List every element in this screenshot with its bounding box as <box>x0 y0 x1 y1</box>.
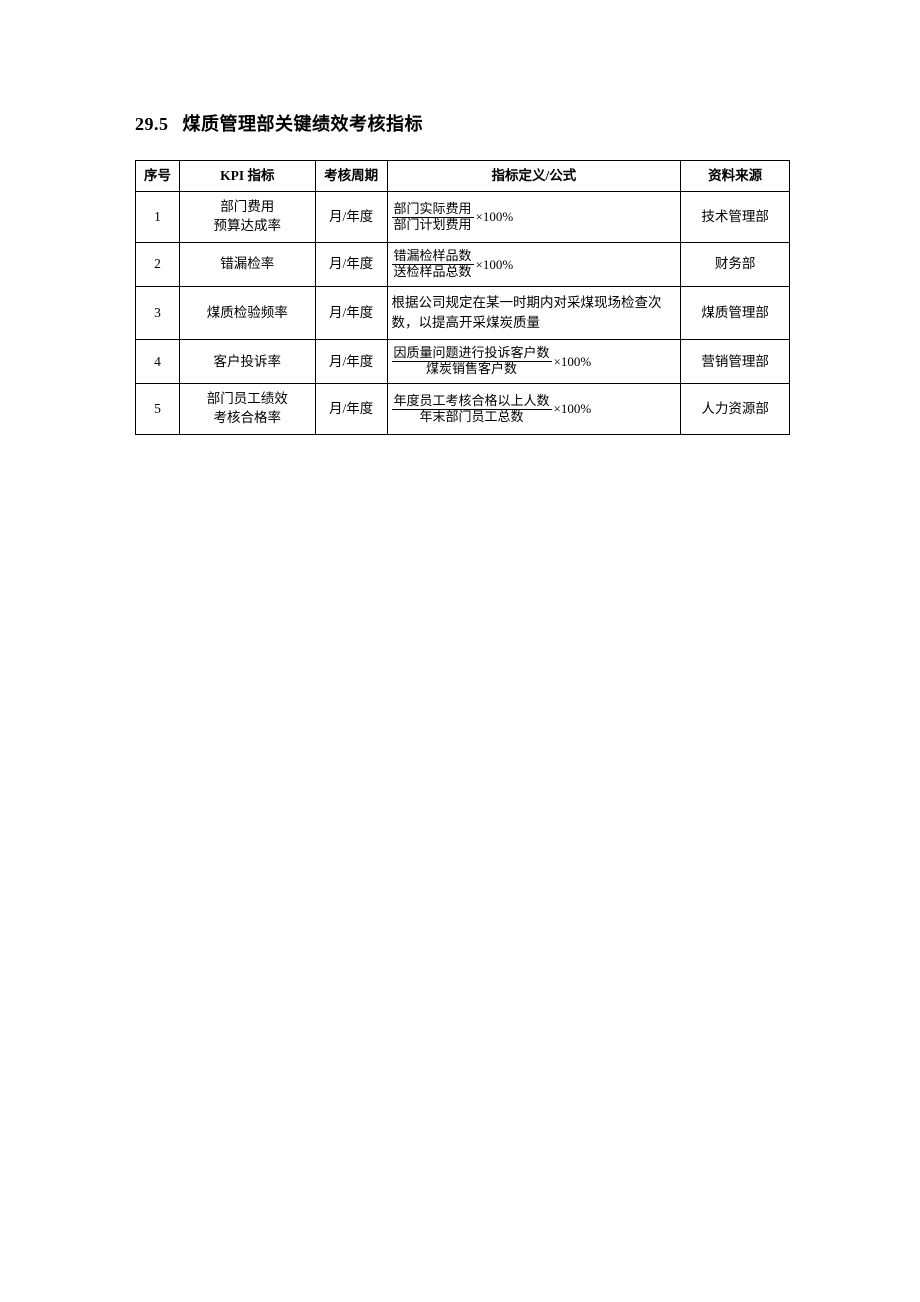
cell-source: 技术管理部 <box>681 192 790 243</box>
formula-suffix: ×100% <box>554 353 592 371</box>
header-period: 考核周期 <box>315 161 387 192</box>
fraction: 年度员工考核合格以上人数年末部门员工总数 <box>392 394 552 425</box>
cell-kpi: 煤质检验频率 <box>179 286 315 340</box>
cell-kpi: 客户投诉率 <box>179 340 315 384</box>
table-row: 5部门员工绩效考核合格率月/年度年度员工考核合格以上人数年末部门员工总数×100… <box>136 384 790 435</box>
section-number: 29.5 <box>135 114 169 134</box>
cell-kpi: 部门员工绩效考核合格率 <box>179 384 315 435</box>
table-row: 2错漏检率月/年度错漏检样品数送检样品总数×100%财务部 <box>136 243 790 287</box>
cell-seq: 2 <box>136 243 180 287</box>
cell-seq: 1 <box>136 192 180 243</box>
cell-period: 月/年度 <box>315 192 387 243</box>
cell-source: 煤质管理部 <box>681 286 790 340</box>
cell-formula: 部门实际费用部门计划费用×100% <box>387 192 681 243</box>
table-row: 4客户投诉率月/年度因质量问题进行投诉客户数煤炭销售客户数×100%营销管理部 <box>136 340 790 384</box>
fraction: 因质量问题进行投诉客户数煤炭销售客户数 <box>392 346 552 377</box>
cell-formula: 错漏检样品数送检样品总数×100% <box>387 243 681 287</box>
header-kpi: KPI 指标 <box>179 161 315 192</box>
cell-formula: 根据公司规定在某一时期内对采煤现场检查次数，以提高开采煤炭质量 <box>387 286 681 340</box>
formula-suffix: ×100% <box>476 256 514 274</box>
cell-source: 人力资源部 <box>681 384 790 435</box>
cell-formula: 因质量问题进行投诉客户数煤炭销售客户数×100% <box>387 340 681 384</box>
fraction: 部门实际费用部门计划费用 <box>392 202 474 233</box>
cell-period: 月/年度 <box>315 243 387 287</box>
cell-source: 财务部 <box>681 243 790 287</box>
section-heading: 29.5 煤质管理部关键绩效考核指标 <box>135 110 795 136</box>
table-body: 1部门费用预算达成率月/年度部门实际费用部门计划费用×100%技术管理部2错漏检… <box>136 192 790 435</box>
cell-kpi: 错漏检率 <box>179 243 315 287</box>
formula-suffix: ×100% <box>554 400 592 418</box>
table-row: 3煤质检验频率月/年度根据公司规定在某一时期内对采煤现场检查次数，以提高开采煤炭… <box>136 286 790 340</box>
cell-seq: 5 <box>136 384 180 435</box>
header-formula: 指标定义/公式 <box>387 161 681 192</box>
kpi-table: 序号 KPI 指标 考核周期 指标定义/公式 资料来源 1部门费用预算达成率月/… <box>135 160 790 435</box>
fraction: 错漏检样品数送检样品总数 <box>392 249 474 280</box>
cell-period: 月/年度 <box>315 384 387 435</box>
table-row: 1部门费用预算达成率月/年度部门实际费用部门计划费用×100%技术管理部 <box>136 192 790 243</box>
cell-formula: 年度员工考核合格以上人数年末部门员工总数×100% <box>387 384 681 435</box>
header-source: 资料来源 <box>681 161 790 192</box>
cell-source: 营销管理部 <box>681 340 790 384</box>
cell-period: 月/年度 <box>315 286 387 340</box>
cell-period: 月/年度 <box>315 340 387 384</box>
cell-seq: 4 <box>136 340 180 384</box>
section-title-text: 煤质管理部关键绩效考核指标 <box>183 114 424 134</box>
table-header: 序号 KPI 指标 考核周期 指标定义/公式 资料来源 <box>136 161 790 192</box>
formula-suffix: ×100% <box>476 208 514 226</box>
cell-kpi: 部门费用预算达成率 <box>179 192 315 243</box>
cell-seq: 3 <box>136 286 180 340</box>
header-seq: 序号 <box>136 161 180 192</box>
